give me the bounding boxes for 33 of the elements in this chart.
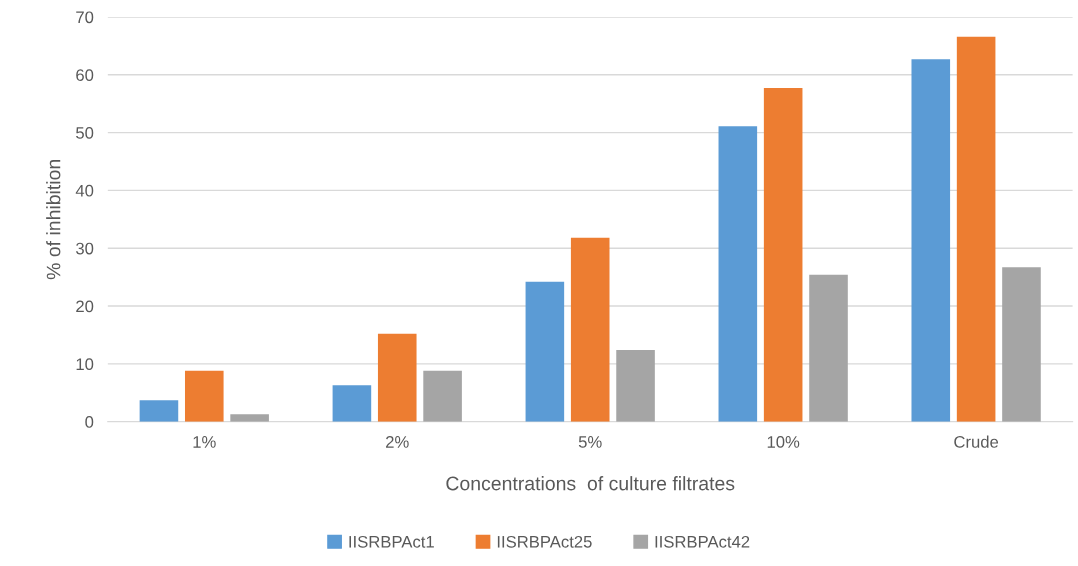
- bar: [377, 333, 417, 422]
- y-tick-label: 0: [85, 416, 94, 428]
- y-tick-label: 40: [75, 184, 94, 197]
- legend-label: IISRBPAct25: [497, 535, 592, 548]
- bar: [911, 59, 951, 422]
- y-tick-label: 60: [76, 69, 94, 81]
- bar: [718, 126, 758, 422]
- bar: [616, 349, 655, 422]
- bar: [763, 88, 803, 422]
- x-tick-label: 1%: [193, 436, 216, 448]
- bar: [956, 36, 996, 422]
- x-tick-label: 2%: [386, 436, 409, 448]
- y-tick-label: 50: [76, 127, 94, 139]
- bar: [184, 370, 224, 422]
- bar: [332, 385, 372, 422]
- bar: [1002, 267, 1041, 422]
- x-tick-label: 5%: [578, 436, 602, 448]
- y-axis-title: % of inhibition: [46, 160, 61, 280]
- y-tick-label: 10: [76, 358, 94, 371]
- bar: [423, 370, 462, 422]
- bar: [570, 237, 610, 422]
- x-tick-label: 10%: [767, 436, 800, 448]
- bar: [525, 281, 565, 422]
- bar: [139, 400, 179, 422]
- y-tick-label: 70: [76, 11, 94, 24]
- bar: [809, 274, 848, 422]
- x-axis-title: Concentrations of culture filtrates: [446, 476, 735, 491]
- y-tick-label: 20: [76, 300, 94, 313]
- y-tick-label: 30: [76, 242, 94, 255]
- x-tick-label: Crude: [954, 435, 999, 448]
- legend-label: IISRBPAct42: [655, 535, 750, 548]
- legend-label: IISRBPAct1: [349, 535, 434, 548]
- bar: [230, 414, 269, 422]
